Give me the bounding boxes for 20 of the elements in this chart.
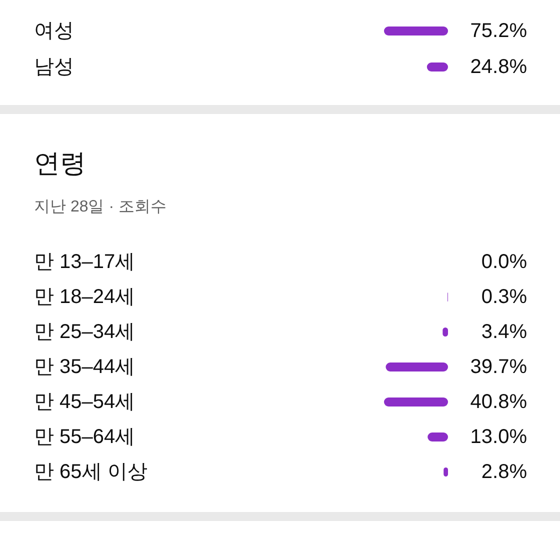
data-label: 24.8% [470, 56, 528, 78]
y-tick-label: 만 45–54세 [34, 391, 136, 413]
y-tick-label: 여성 [34, 20, 74, 42]
data-label: 0.0% [481, 251, 528, 273]
y-tick-label: 만 18–24세 [34, 286, 136, 308]
data-label: 2.8% [481, 461, 528, 483]
y-tick-label: 만 25–34세 [34, 321, 136, 343]
text: 연령 [34, 148, 86, 178]
data-label: 75.2% [470, 20, 528, 42]
y-tick-label: 만 65세 이상 [34, 461, 148, 483]
data-label: 40.8% [470, 391, 528, 413]
data-label: 39.7% [470, 356, 528, 378]
y-tick-label: 만 55–64세 [34, 426, 136, 448]
y-tick-label: 만 13–17세 [34, 251, 136, 273]
data-label: 0.3% [481, 286, 528, 308]
data-label: 3.4% [481, 321, 528, 343]
y-tick-label: 만 35–44세 [34, 356, 136, 378]
data-label: 13.0% [470, 426, 528, 448]
text: 지난 28일 · 조회수 [34, 198, 166, 216]
y-tick-label: 남성 [34, 56, 74, 78]
